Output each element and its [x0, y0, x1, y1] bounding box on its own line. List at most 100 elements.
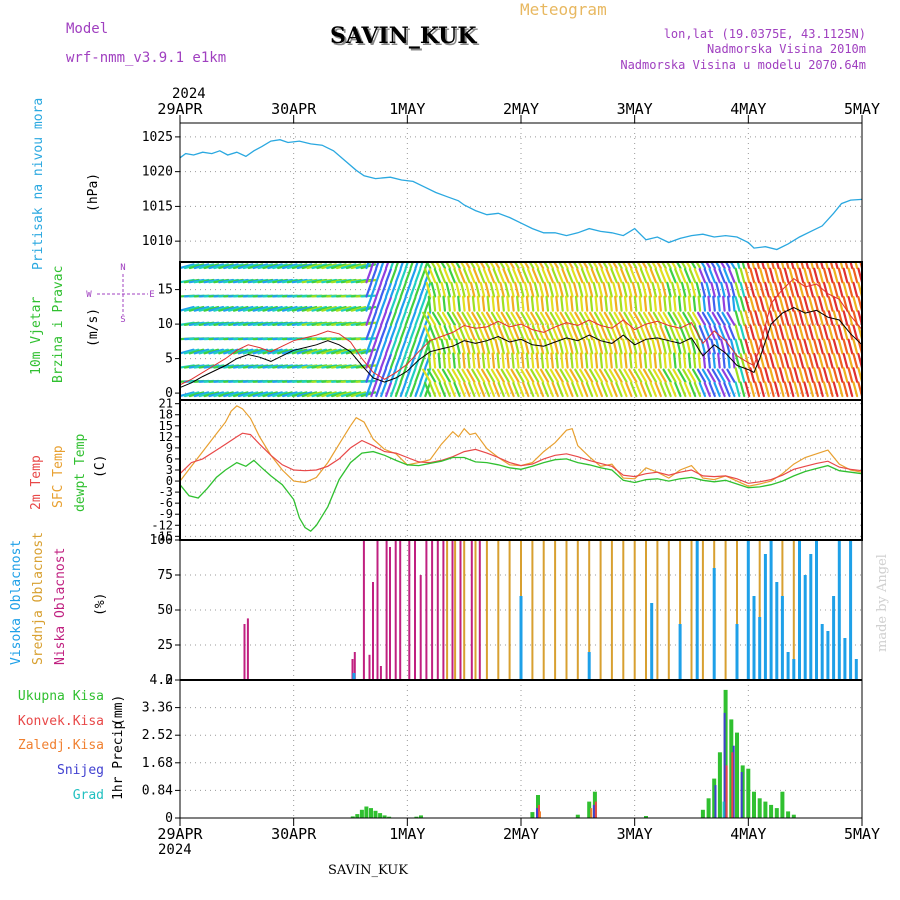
wind-arrow	[633, 368, 643, 383]
wind-arrow	[489, 338, 496, 355]
wind-arrow	[389, 262, 395, 270]
mid-cloud-bar	[610, 540, 613, 680]
mid-cloud-bar	[576, 540, 579, 680]
wind-arrow	[708, 381, 716, 398]
wind-arrow	[454, 262, 461, 270]
wind-arrow	[440, 262, 447, 270]
y-tick-label: 3.36	[142, 701, 173, 716]
wind-arrow	[538, 262, 545, 270]
wind-arrow	[180, 305, 195, 312]
low-cloud-bar	[362, 540, 365, 680]
wind-arrow	[783, 267, 790, 284]
wind-arrow	[761, 262, 765, 270]
wind-arrow	[588, 368, 599, 383]
wind-arrow	[607, 338, 613, 355]
wind-arrow	[548, 262, 554, 270]
wind-arrow	[495, 368, 505, 383]
wind-arrow	[460, 281, 466, 298]
mid-cloud-bar	[724, 540, 727, 680]
wind-arrow	[579, 295, 584, 312]
wind-arrow	[564, 295, 569, 312]
wind-axis-title2: Brzina i Pravac	[51, 266, 66, 383]
snow-bar	[714, 785, 717, 818]
wind-arrow	[754, 296, 761, 312]
wind-arrow	[589, 295, 594, 312]
wind-arrow	[267, 305, 283, 312]
low-cloud-bar	[372, 582, 374, 680]
wind-arrow	[729, 262, 736, 270]
wind-arrow	[427, 311, 437, 326]
wind-arrow	[597, 281, 604, 298]
wind-arrow	[810, 262, 815, 270]
wind-arrow	[768, 352, 775, 369]
wind-arrow	[623, 352, 628, 369]
wind-arrow	[756, 262, 761, 270]
wind-arrow	[618, 311, 628, 326]
low-cloud-bar	[351, 659, 354, 680]
wind-arrow	[461, 311, 471, 326]
low-cloud-bar	[414, 540, 416, 680]
wind-arrow	[227, 305, 244, 312]
snow-bar	[723, 712, 726, 818]
wind-arrow	[530, 352, 535, 369]
snow-bar	[592, 804, 595, 818]
wind-arrow	[603, 368, 613, 383]
wind-arrow	[852, 267, 859, 284]
wind-arrow	[198, 348, 215, 355]
wind-arrow	[536, 325, 545, 341]
wind-arrow	[813, 381, 819, 398]
wind-arrow	[711, 311, 721, 326]
wind-arrow	[404, 296, 412, 312]
wind-arrow	[311, 391, 328, 398]
low-cloud-bar	[470, 540, 473, 680]
wind-arrow	[675, 281, 682, 298]
wind-arrow	[504, 338, 510, 355]
wind-arrow	[389, 353, 397, 369]
wind-arrow	[451, 368, 461, 383]
wind-arrow	[340, 391, 357, 398]
wind-arrow	[808, 381, 815, 398]
x-tick-label-bottom: 1MAY	[389, 825, 425, 843]
wind-arrow	[370, 381, 378, 398]
wind-arrow	[837, 338, 844, 355]
wind-arrow	[703, 381, 711, 398]
wind-arrow	[548, 338, 554, 355]
low-cloud-bar	[353, 652, 356, 680]
wind-arrow	[636, 262, 643, 270]
wind-arrow	[482, 268, 491, 284]
wind-arrow	[579, 352, 584, 369]
wind-arrow	[507, 325, 515, 341]
wind-arrow	[481, 368, 491, 383]
wind-arrow	[623, 295, 628, 312]
precip-axis-unit: (mm)	[111, 695, 126, 726]
wind-arrow	[549, 368, 559, 383]
wind-arrow	[409, 296, 417, 312]
wind-arrow	[642, 368, 653, 383]
wind-arrow	[710, 262, 716, 270]
wind-arrow	[533, 338, 540, 355]
wind-arrow	[311, 305, 328, 312]
wind-arrow	[458, 381, 466, 398]
wind-arrow	[252, 348, 269, 355]
total-precip-bar	[373, 810, 378, 818]
wind-arrow	[710, 281, 716, 298]
wind-arrow	[438, 325, 447, 341]
y-tick-label: 1020	[142, 165, 173, 180]
wind-arrow	[754, 381, 761, 398]
y-tick-label: -12	[151, 518, 173, 532]
wind-arrow	[499, 281, 505, 298]
wind-arrow	[822, 281, 829, 298]
wind-arrow	[492, 268, 501, 284]
wind-arrow	[574, 295, 579, 312]
wind-arrow	[674, 268, 682, 284]
wind-arrow	[360, 294, 377, 298]
wind-arrow	[567, 262, 574, 270]
y-tick-label: 0	[165, 386, 173, 401]
wind-arrow	[819, 262, 824, 270]
wind-arrow	[518, 281, 525, 298]
wind-arrow	[590, 268, 599, 284]
wind-arrow	[257, 391, 274, 398]
wind-arrow	[734, 310, 741, 326]
wind-arrow	[237, 305, 254, 312]
wind-arrow	[649, 325, 658, 341]
